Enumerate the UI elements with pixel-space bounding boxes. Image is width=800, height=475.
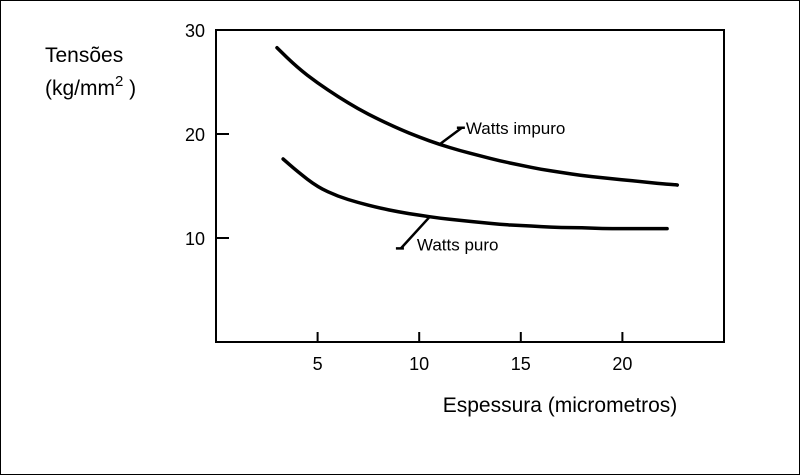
x-tick-label-20: 20 xyxy=(612,354,632,374)
curve-annotations: Watts impuro Watts puro xyxy=(395,119,566,254)
y-axis-unit-superscript: 2 xyxy=(115,73,123,90)
series-label-watts-puro: Watts puro xyxy=(417,235,499,254)
y-tick-label-20: 20 xyxy=(185,125,205,145)
curve-watts-puro xyxy=(281,157,669,231)
annotation-leader-1 xyxy=(399,216,431,250)
y-tick-label-10: 10 xyxy=(185,229,205,249)
x-tick-label-10: 10 xyxy=(409,354,429,374)
y-axis-title-line1: Tensões xyxy=(45,44,123,67)
x-axis-title: Espessura (micrometros) xyxy=(443,394,678,417)
series-label-watts-impuro: Watts impuro xyxy=(466,119,566,138)
x-tick-label-15: 15 xyxy=(511,354,531,374)
y-axis-unit-suffix: ) xyxy=(123,77,136,100)
plot-area xyxy=(215,29,725,343)
axis-ticks: 5 10 15 20 10 20 30 xyxy=(185,21,632,374)
data-curves xyxy=(275,45,680,231)
x-tick-label-5: 5 xyxy=(313,354,323,374)
y-axis-title-line2: (kg/mm2 ) xyxy=(45,73,136,100)
curve-watts-impuro xyxy=(275,45,680,187)
y-tick-label-30: 30 xyxy=(185,21,205,41)
y-axis-unit-prefix: (kg/mm xyxy=(45,77,115,100)
annotation-leader-0 xyxy=(438,126,463,146)
